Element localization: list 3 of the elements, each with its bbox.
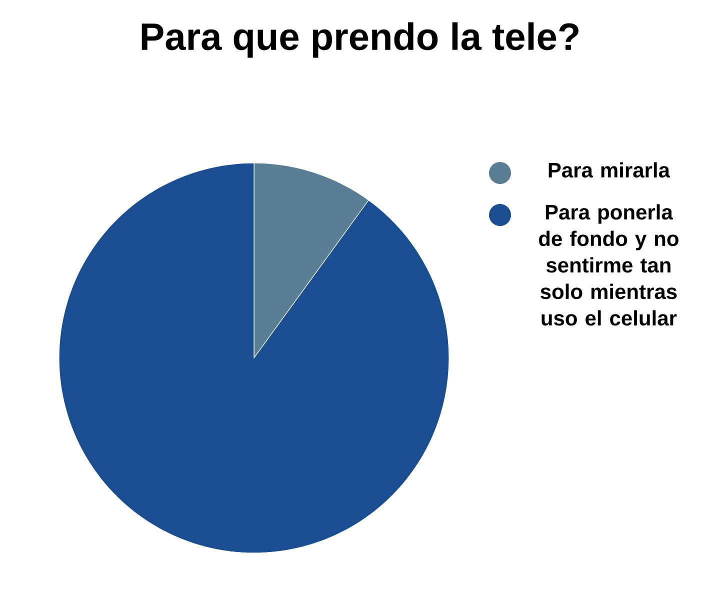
chart-title: Para que prendo la tele? bbox=[142, 22, 578, 58]
legend-label: Para ponerla de fondo y no sentirme tan solo mientras uso el celular bbox=[538, 204, 678, 326]
legend-label: Para mirarla bbox=[548, 162, 670, 178]
